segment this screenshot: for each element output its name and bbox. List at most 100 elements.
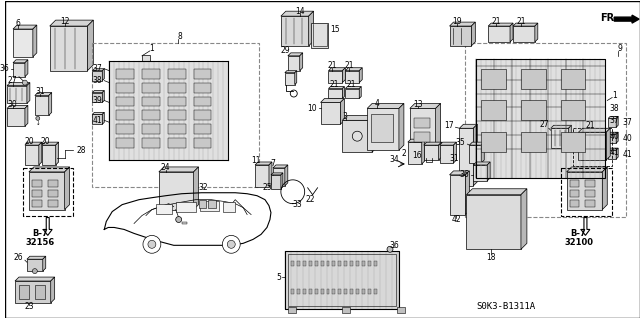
Bar	[92, 114, 102, 124]
Bar	[142, 83, 160, 93]
Bar	[13, 29, 33, 57]
Polygon shape	[27, 256, 45, 259]
Bar	[7, 85, 27, 103]
Bar	[339, 289, 341, 294]
Text: 1: 1	[612, 91, 616, 100]
Circle shape	[148, 240, 156, 248]
Bar	[92, 71, 102, 81]
Bar	[310, 23, 328, 48]
FancyArrow shape	[581, 218, 590, 235]
Polygon shape	[471, 22, 476, 46]
Polygon shape	[372, 115, 377, 152]
Circle shape	[176, 217, 182, 222]
Bar	[570, 180, 579, 187]
Text: 26: 26	[13, 253, 23, 262]
Polygon shape	[467, 189, 527, 195]
Bar	[281, 16, 308, 46]
Bar	[467, 195, 521, 249]
Bar	[288, 56, 300, 71]
Bar	[32, 190, 42, 197]
Bar	[142, 138, 160, 148]
Bar	[50, 26, 88, 71]
Polygon shape	[56, 142, 59, 165]
Bar	[579, 132, 606, 160]
Bar	[168, 124, 186, 134]
Polygon shape	[449, 22, 476, 26]
Polygon shape	[328, 68, 346, 71]
Bar	[481, 132, 506, 152]
Polygon shape	[342, 68, 346, 83]
Polygon shape	[13, 25, 37, 29]
Bar	[303, 261, 306, 266]
Polygon shape	[608, 132, 618, 134]
Bar	[586, 180, 595, 187]
Text: 1: 1	[150, 44, 154, 53]
Bar	[42, 145, 56, 165]
Circle shape	[36, 116, 40, 120]
Bar	[374, 289, 377, 294]
Text: 38: 38	[93, 76, 102, 85]
Text: 32: 32	[198, 183, 208, 192]
Bar	[142, 110, 160, 120]
Polygon shape	[342, 115, 377, 120]
Polygon shape	[49, 93, 52, 115]
Text: 41: 41	[622, 150, 632, 159]
Polygon shape	[193, 167, 198, 210]
Bar	[92, 43, 259, 187]
Bar	[159, 172, 193, 210]
Bar	[297, 261, 300, 266]
Bar	[550, 128, 568, 148]
Bar	[474, 165, 487, 181]
Text: 41: 41	[93, 116, 102, 125]
Polygon shape	[359, 86, 361, 99]
Polygon shape	[65, 167, 70, 210]
Polygon shape	[25, 142, 42, 145]
Bar	[488, 26, 510, 42]
Bar	[285, 251, 399, 309]
Text: ↓: ↓	[35, 121, 40, 126]
Text: 36: 36	[460, 170, 469, 179]
Bar	[368, 261, 371, 266]
Polygon shape	[102, 91, 104, 102]
Polygon shape	[285, 71, 297, 73]
Bar	[326, 261, 330, 266]
Bar	[397, 307, 405, 313]
Bar	[193, 97, 211, 107]
Text: 34: 34	[389, 155, 399, 165]
Text: 32156: 32156	[25, 238, 54, 247]
Bar	[356, 261, 359, 266]
Text: 38: 38	[609, 104, 619, 113]
Polygon shape	[602, 167, 607, 210]
Polygon shape	[13, 60, 28, 63]
Text: 42: 42	[452, 215, 461, 224]
Bar	[315, 261, 317, 266]
Polygon shape	[159, 167, 198, 172]
Bar	[48, 190, 58, 197]
Text: 25: 25	[262, 183, 272, 192]
Text: 5: 5	[276, 272, 281, 282]
Polygon shape	[367, 103, 404, 108]
Text: 10: 10	[307, 104, 317, 113]
Polygon shape	[42, 142, 59, 145]
Polygon shape	[33, 25, 37, 57]
Bar	[608, 134, 616, 143]
Bar	[342, 120, 372, 152]
Bar	[561, 168, 612, 216]
Bar	[116, 69, 134, 79]
Bar	[570, 190, 579, 197]
Bar	[198, 200, 207, 208]
Polygon shape	[295, 71, 297, 85]
Bar	[35, 95, 49, 115]
Bar	[573, 128, 612, 166]
Bar	[481, 100, 506, 120]
Bar	[513, 26, 535, 42]
Polygon shape	[408, 139, 425, 142]
Polygon shape	[340, 99, 344, 124]
Text: 20: 20	[41, 137, 51, 146]
Text: 32100: 32100	[564, 238, 593, 247]
Polygon shape	[281, 11, 314, 16]
Text: 37: 37	[93, 64, 102, 73]
Bar	[350, 261, 353, 266]
Polygon shape	[579, 128, 610, 132]
Text: 35: 35	[456, 137, 465, 147]
